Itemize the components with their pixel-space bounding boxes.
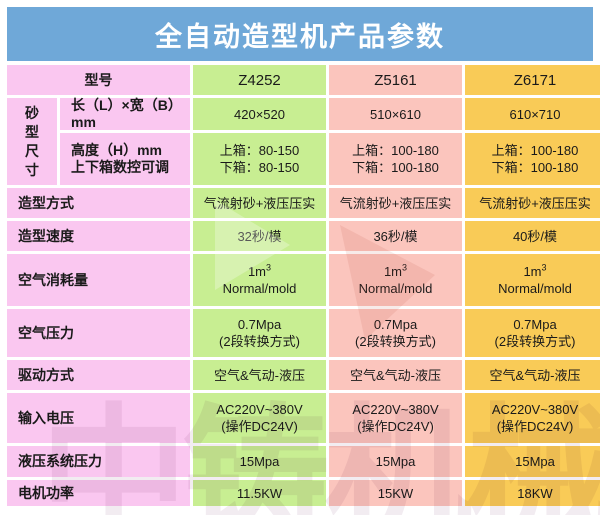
row-label-model: 型号 (7, 65, 190, 95)
cell-value: 上箱：80-150 下箱：80-150 (193, 133, 326, 185)
cell-value: 40秒/模 (465, 221, 600, 251)
cell-value: 空气&气动-液压 (465, 360, 600, 390)
cell-value: 上箱：100-180 下箱：100-180 (465, 133, 600, 185)
cell-value: 空气&气动-液压 (193, 360, 326, 390)
cell-value: 15Mpa (329, 446, 462, 477)
row-label: 电机功率 (7, 480, 190, 506)
title-bar: 全自动造型机产品参数 (7, 7, 593, 61)
row-label: 输入电压 (7, 393, 190, 443)
row-label: 液压系统压力 (7, 446, 190, 477)
cell-value: AC220V~380V (操作DC24V) (329, 393, 462, 443)
cell-value: 18KW (465, 480, 600, 506)
cell-value: 420×520 (193, 98, 326, 130)
sub-row-label: 长（L）×宽（B）mm (60, 97, 190, 130)
cell-value: 36秒/模 (329, 221, 462, 251)
cell-value: 15Mpa (193, 446, 326, 477)
row-label: 造型速度 (7, 221, 190, 251)
model-header-Z6171: Z6171 (465, 65, 600, 95)
sub-row-label: 高度（H）mm 上下箱数控可调 (60, 133, 190, 185)
cell-value: 气流射砂+液压压实 (465, 188, 600, 218)
model-header-Z5161: Z5161 (329, 65, 462, 95)
params-table: 型号 Z4252 Z5161 Z6171 砂型尺寸长（L）×宽（B）mm 420×520 5… (7, 65, 600, 506)
row-label: 驱动方式 (7, 360, 190, 390)
cell-value: 510×610 (329, 98, 462, 130)
cell-value: 0.7Mpa (2段转换方式) (465, 309, 600, 357)
row-label: 空气压力 (7, 309, 190, 357)
cell-value: 空气&气动-液压 (329, 360, 462, 390)
cell-value: 1m3 Normal/mold (193, 254, 326, 306)
model-header-Z4252: Z4252 (193, 65, 326, 95)
page-title: 全自动造型机产品参数 (155, 21, 445, 52)
cell-value: AC220V~380V (操作DC24V) (465, 393, 600, 443)
cell-value: 1m3 Normal/mold (329, 254, 462, 306)
cell-value: 15KW (329, 480, 462, 506)
cell-value: 0.7Mpa (2段转换方式) (193, 309, 326, 357)
group-label-sand-size: 砂型尺寸 (7, 98, 57, 185)
cell-value: 气流射砂+液压压实 (193, 188, 326, 218)
cell-value: 上箱：100-180 下箱：100-180 (329, 133, 462, 185)
cell-value: AC220V~380V (操作DC24V) (193, 393, 326, 443)
row-label: 空气消耗量 (7, 254, 190, 306)
cell-value: 15Mpa (465, 446, 600, 477)
cell-value: 11.5KW (193, 480, 326, 506)
cell-value: 0.7Mpa (2段转换方式) (329, 309, 462, 357)
cell-value: 32秒/模 (193, 221, 326, 251)
cell-value: 610×710 (465, 98, 600, 130)
cell-value: 气流射砂+液压压实 (329, 188, 462, 218)
cell-value: 1m3 Normal/mold (465, 254, 600, 306)
row-label: 造型方式 (7, 188, 190, 218)
